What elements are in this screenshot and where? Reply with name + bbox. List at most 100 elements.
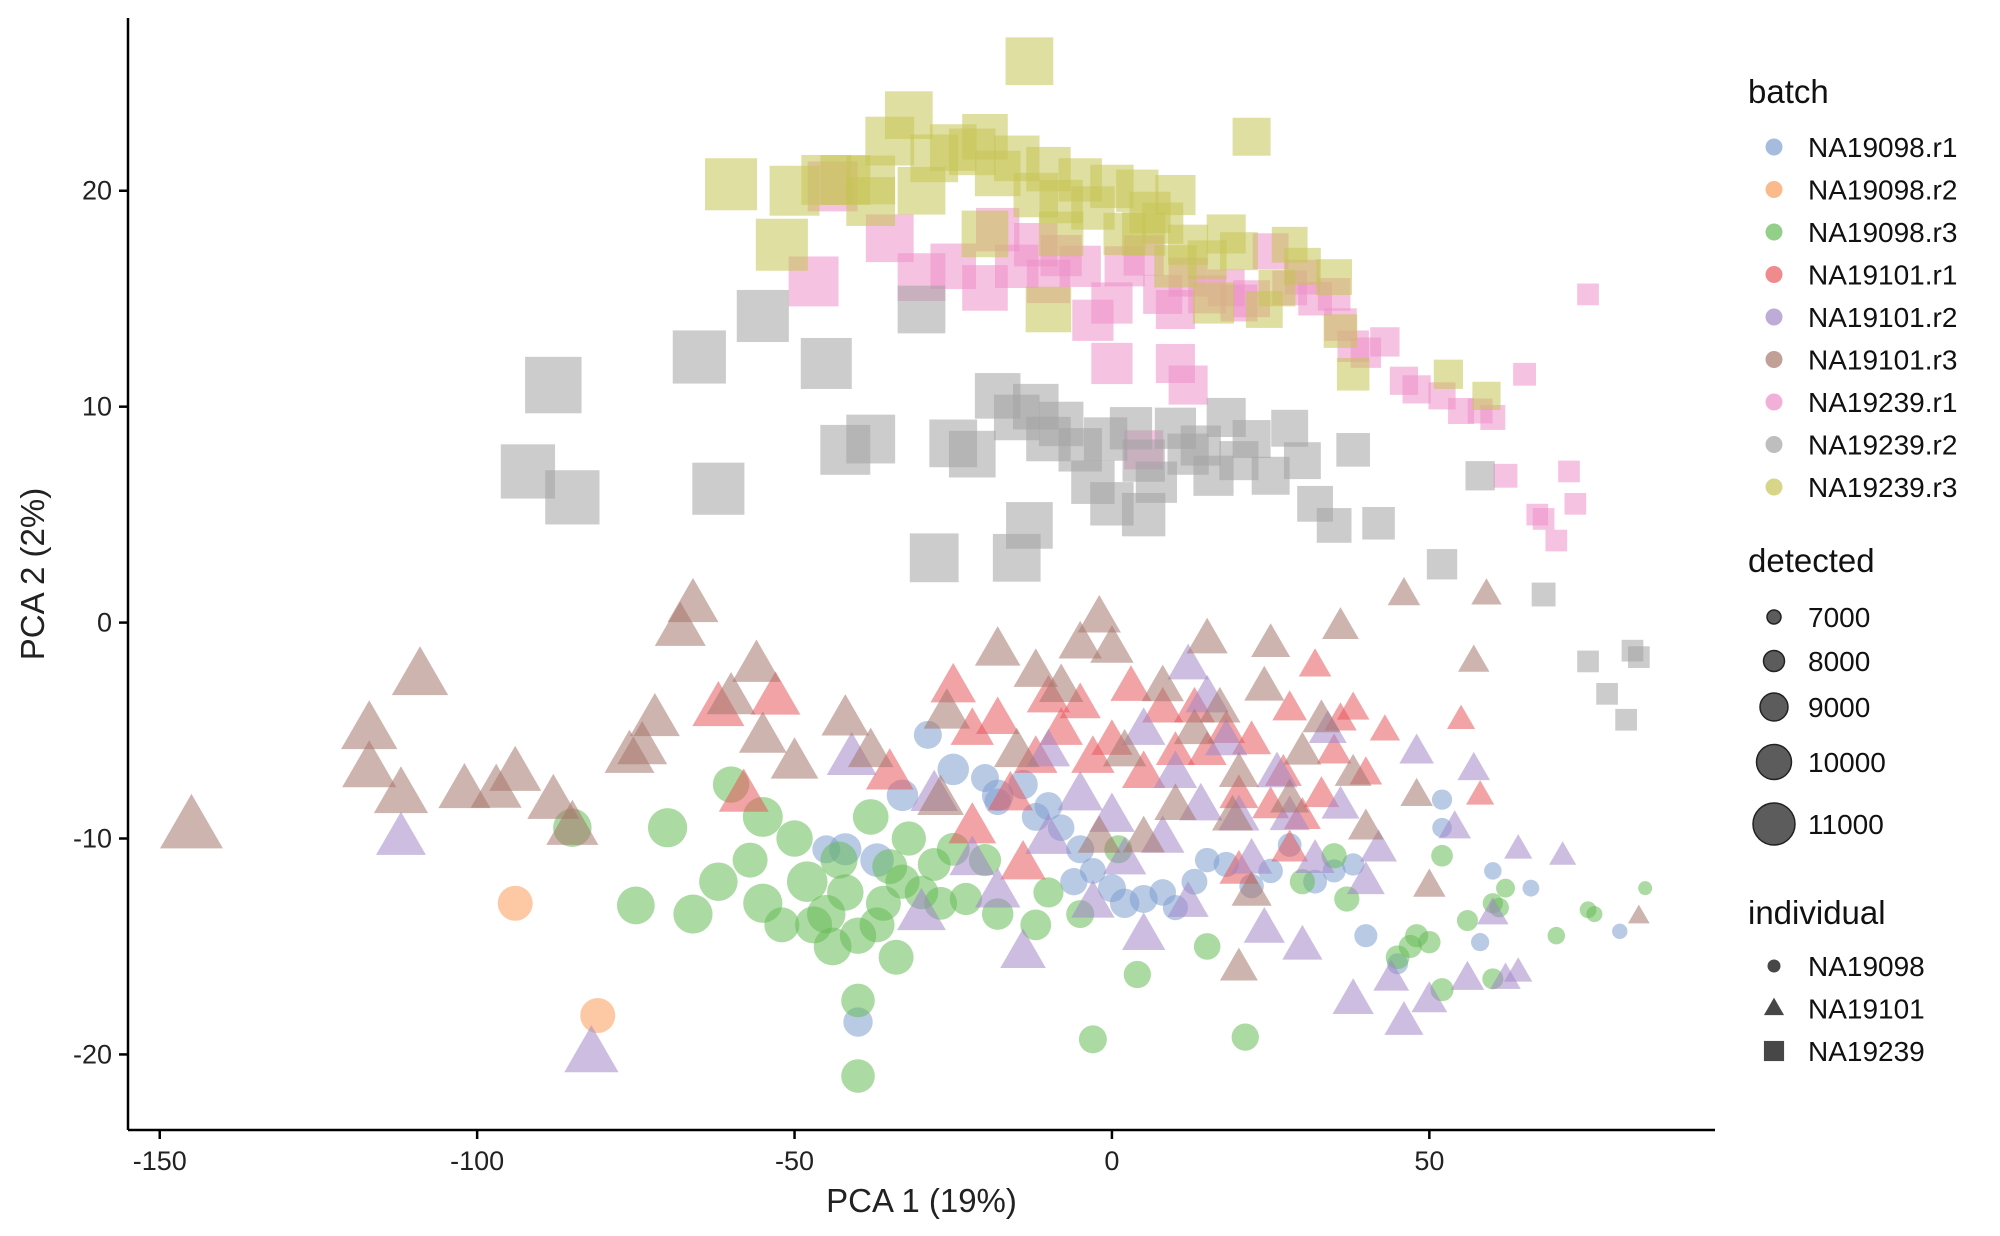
data-point [1057, 770, 1103, 811]
legend-batch: batch NA19098.r1 NA19098.r2 NA19098.r3 NA19… [1748, 73, 1957, 503]
data-point [564, 1025, 619, 1073]
data-point [1038, 211, 1084, 257]
data-point [1122, 815, 1165, 853]
data-point [1465, 461, 1495, 491]
data-point [1302, 699, 1341, 733]
data-point [1269, 795, 1310, 831]
data-point [891, 821, 926, 856]
data-point [1321, 785, 1360, 819]
data-point [1231, 1023, 1259, 1051]
data-point [489, 745, 542, 791]
data-point [1283, 247, 1321, 285]
data-point [1153, 750, 1198, 789]
series-NA19239.r2 [500, 285, 1650, 731]
data-point [1025, 286, 1072, 333]
data-point [1577, 283, 1599, 306]
data-point [1316, 508, 1352, 543]
data-point [1232, 117, 1271, 156]
data-point [1167, 881, 1209, 917]
data-point [1627, 904, 1650, 924]
data-point [672, 330, 726, 384]
data-point [821, 694, 870, 736]
data-point [974, 868, 1021, 908]
data-point [1077, 815, 1121, 853]
data-point [865, 748, 914, 790]
data-point [1531, 582, 1556, 607]
legend-detected-key [1752, 802, 1796, 846]
data-point [1504, 957, 1533, 982]
legend-individual: individual NA19098 NA19101 NA19239 [1748, 894, 1925, 1067]
data-point [820, 841, 858, 879]
data-point [1373, 959, 1410, 991]
data-point [1458, 644, 1490, 672]
data-point [948, 430, 996, 478]
data-point [692, 462, 745, 515]
legend-batch-label: NA19239.r3 [1808, 472, 1957, 503]
points-layer [160, 37, 1653, 1093]
legend-detected: detected 7000 8000 9000 10000 11000 [1748, 542, 1886, 846]
data-point [786, 861, 828, 902]
data-point [1091, 282, 1133, 324]
legend-batch-label: NA19101.r1 [1808, 260, 1957, 291]
data-point [1360, 829, 1398, 862]
data-point [1271, 409, 1309, 447]
legend-individual-label: NA19101 [1808, 994, 1925, 1025]
data-point [1446, 704, 1476, 730]
data-point [770, 737, 819, 779]
data-point [1418, 930, 1441, 954]
data-point [949, 835, 996, 876]
y-tick-label: 0 [97, 608, 112, 638]
legend-batch-key [1765, 181, 1783, 198]
data-point [1504, 834, 1533, 859]
data-point [1231, 870, 1272, 906]
data-point [1025, 813, 1072, 854]
data-point [847, 727, 894, 768]
data-point [1256, 751, 1298, 788]
data-point [1271, 829, 1309, 862]
y-tick-label: 20 [82, 176, 112, 206]
data-point [1596, 682, 1618, 705]
data-point [1077, 594, 1121, 633]
data-point [341, 700, 398, 750]
legend-batch-key [1765, 223, 1783, 241]
data-point [1033, 877, 1064, 908]
legend-batch-key [1765, 393, 1783, 411]
data-point [1484, 862, 1502, 880]
data-point [667, 577, 719, 623]
data-point [1354, 924, 1378, 948]
data-point [1141, 664, 1184, 702]
data-point [1194, 847, 1220, 873]
data-point [1431, 789, 1453, 810]
legend-batch-key [1765, 478, 1783, 496]
data-point [1230, 837, 1273, 874]
data-point [1558, 460, 1580, 483]
data-point [527, 773, 580, 819]
data-point [1091, 342, 1133, 385]
data-point [800, 337, 852, 389]
data-point [852, 799, 889, 835]
data-point [1272, 690, 1308, 721]
data-point [1471, 933, 1490, 952]
data-point [1071, 879, 1115, 918]
data-point [846, 414, 896, 464]
data-point [1168, 365, 1208, 405]
data-point [776, 820, 813, 857]
data-point [897, 166, 946, 215]
data-point [376, 811, 426, 855]
data-point [546, 799, 599, 845]
data-point [1251, 456, 1290, 495]
data-point [1472, 381, 1501, 410]
data-point [1155, 731, 1195, 765]
data-point [1020, 909, 1052, 941]
legend-detected-label: 10000 [1808, 747, 1886, 778]
data-point [1577, 650, 1599, 673]
data-point [1244, 665, 1285, 701]
legend-batch-label: NA19098.r3 [1808, 217, 1957, 248]
data-point [738, 711, 787, 753]
data-point [1399, 733, 1435, 764]
data-point [764, 907, 800, 943]
data-point [1192, 282, 1235, 324]
legend-batch-key [1765, 308, 1783, 326]
data-point [736, 289, 789, 343]
